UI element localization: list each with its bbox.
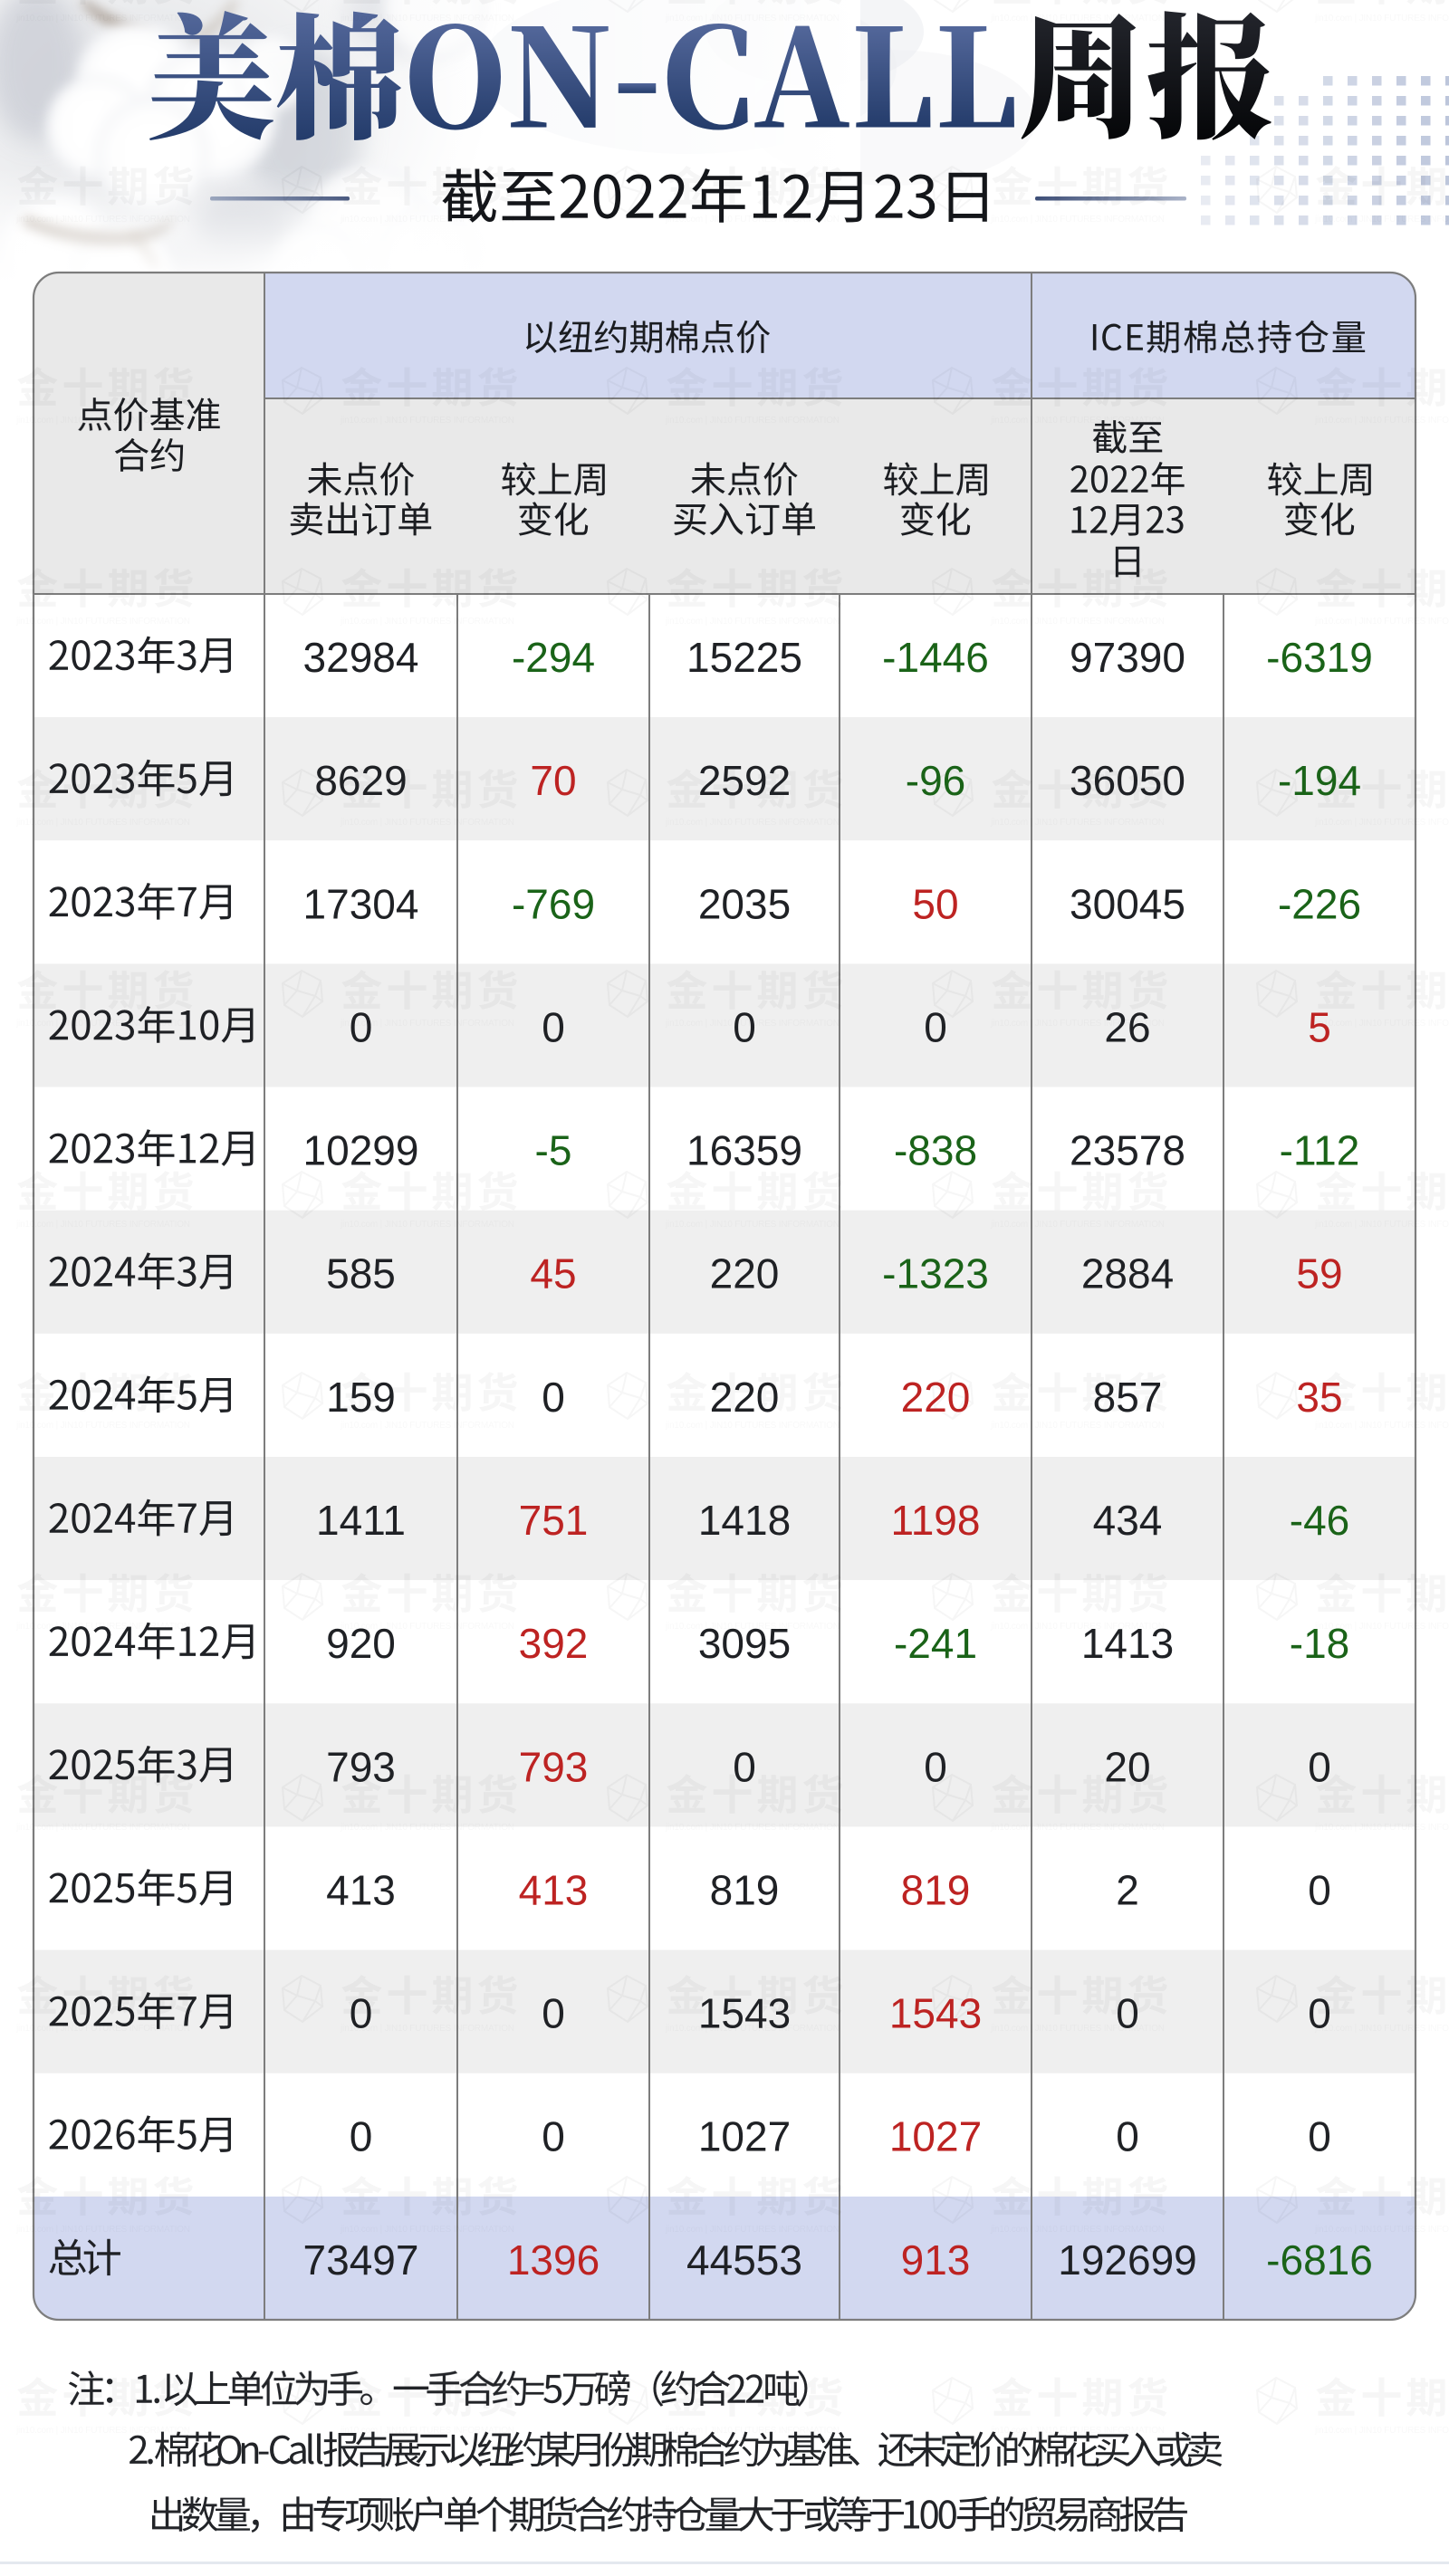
svg-text:0: 0	[1116, 2113, 1139, 2160]
svg-text:0: 0	[733, 1743, 756, 1790]
svg-text:59: 59	[1296, 1250, 1342, 1298]
svg-text:434: 434	[1093, 1497, 1163, 1544]
svg-text:16359: 16359	[686, 1127, 802, 1174]
svg-text:0: 0	[542, 1003, 565, 1050]
svg-text:1027: 1027	[698, 2113, 791, 2160]
svg-text:1413: 1413	[1081, 1620, 1174, 1667]
svg-text:920: 920	[326, 1620, 396, 1667]
svg-text:1418: 1418	[698, 1497, 791, 1544]
svg-text:30045: 30045	[1070, 880, 1185, 927]
svg-text:392: 392	[519, 1620, 589, 1667]
svg-text:-241: -241	[894, 1620, 977, 1667]
svg-text:10299: 10299	[303, 1127, 419, 1174]
svg-text:73497: 73497	[303, 2236, 419, 2284]
svg-text:0: 0	[542, 1990, 565, 2037]
svg-text:44553: 44553	[686, 2236, 802, 2284]
svg-text:2: 2	[1116, 1866, 1139, 1913]
svg-text:0: 0	[350, 2113, 373, 2160]
svg-text:-112: -112	[1280, 1127, 1360, 1174]
svg-text:192699: 192699	[1058, 2236, 1197, 2284]
svg-text:5: 5	[1308, 1003, 1331, 1050]
svg-text:1027: 1027	[889, 2113, 982, 2160]
svg-text:-194: -194	[1278, 757, 1361, 804]
svg-text:0: 0	[542, 1374, 565, 1421]
svg-text:23578: 23578	[1070, 1127, 1185, 1174]
svg-text:220: 220	[710, 1374, 780, 1421]
svg-text:-1446: -1446	[882, 634, 989, 681]
svg-text:0: 0	[350, 1990, 373, 2037]
svg-text:-5: -5	[535, 1127, 572, 1174]
svg-text:0: 0	[542, 2113, 565, 2160]
svg-text:585: 585	[326, 1250, 396, 1298]
svg-text:751: 751	[519, 1497, 589, 1544]
svg-text:-769: -769	[512, 880, 595, 927]
svg-text:-1323: -1323	[882, 1250, 989, 1298]
svg-text:2035: 2035	[698, 880, 791, 927]
svg-text:0: 0	[350, 1003, 373, 1050]
svg-text:857: 857	[1093, 1374, 1163, 1421]
svg-text:8629: 8629	[314, 757, 407, 804]
svg-text:0: 0	[733, 1003, 756, 1050]
svg-text:0: 0	[924, 1003, 947, 1050]
svg-text:2592: 2592	[698, 757, 791, 804]
svg-text:-6816: -6816	[1266, 2236, 1373, 2284]
svg-text:-18: -18	[1290, 1620, 1349, 1667]
svg-text:20: 20	[1104, 1743, 1150, 1790]
svg-text:793: 793	[519, 1743, 589, 1790]
svg-text:1411: 1411	[316, 1497, 406, 1544]
svg-text:36050: 36050	[1070, 757, 1185, 804]
svg-text:0: 0	[1308, 2113, 1331, 2160]
svg-text:793: 793	[326, 1743, 396, 1790]
svg-text:15225: 15225	[686, 634, 802, 681]
svg-text:-838: -838	[894, 1127, 977, 1174]
svg-text:70: 70	[530, 757, 576, 804]
svg-text:159: 159	[326, 1374, 396, 1421]
svg-text:413: 413	[519, 1866, 589, 1913]
svg-text:-294: -294	[512, 634, 595, 681]
svg-text:913: 913	[901, 2236, 971, 2284]
svg-text:-46: -46	[1290, 1497, 1349, 1544]
svg-text:17304: 17304	[303, 880, 419, 927]
svg-text:0: 0	[924, 1743, 947, 1790]
svg-text:26: 26	[1104, 1003, 1150, 1050]
svg-text:45: 45	[530, 1250, 576, 1298]
svg-text:0: 0	[1308, 1990, 1331, 2037]
svg-text:0: 0	[1308, 1743, 1331, 1790]
svg-text:50: 50	[912, 880, 958, 927]
svg-text:3095: 3095	[698, 1620, 791, 1667]
svg-text:97390: 97390	[1070, 634, 1185, 681]
svg-text:1198: 1198	[891, 1497, 981, 1544]
svg-text:32984: 32984	[303, 634, 419, 681]
svg-text:1543: 1543	[698, 1990, 791, 2037]
svg-text:-226: -226	[1278, 880, 1361, 927]
svg-text:35: 35	[1296, 1374, 1342, 1421]
svg-text:413: 413	[326, 1866, 396, 1913]
svg-text:819: 819	[710, 1866, 780, 1913]
svg-text:220: 220	[901, 1374, 971, 1421]
svg-text:1543: 1543	[889, 1990, 982, 2037]
svg-text:0: 0	[1308, 1866, 1331, 1913]
svg-text:819: 819	[901, 1866, 971, 1913]
svg-text:220: 220	[710, 1250, 780, 1298]
svg-text:2884: 2884	[1081, 1250, 1174, 1298]
svg-text:-6319: -6319	[1266, 634, 1373, 681]
svg-text:1396: 1396	[507, 2236, 600, 2284]
svg-text:0: 0	[1116, 1990, 1139, 2037]
svg-text:-96: -96	[906, 757, 965, 804]
